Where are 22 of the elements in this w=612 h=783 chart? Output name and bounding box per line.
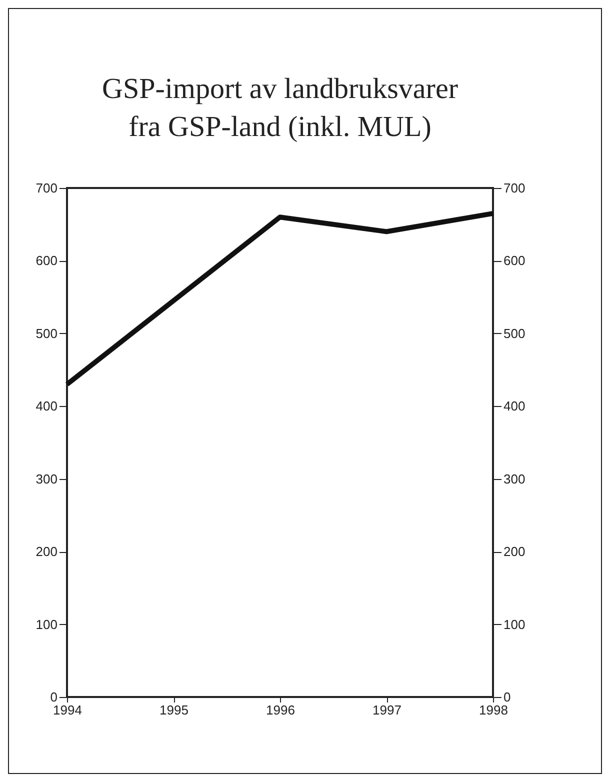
x-tick-label: 1997 bbox=[372, 702, 402, 718]
y-tick-label: 500 bbox=[36, 326, 58, 341]
y-tick-label: 0 bbox=[50, 690, 58, 704]
y2-tick-label: 500 bbox=[504, 326, 526, 341]
y-tick-label: 300 bbox=[36, 471, 58, 486]
y-tick-label: 600 bbox=[36, 253, 58, 268]
y2-tick-label: 300 bbox=[504, 471, 526, 486]
y2-tick-label: 400 bbox=[504, 398, 526, 414]
y-tick-label: 700 bbox=[36, 180, 58, 196]
x-tick-label: 1998 bbox=[479, 702, 508, 718]
x-tick-label: 1994 bbox=[53, 702, 82, 718]
y2-tick-label: 200 bbox=[504, 544, 526, 560]
y-tick-label: 200 bbox=[36, 544, 58, 560]
y2-tick-label: 600 bbox=[504, 253, 526, 268]
y2-tick-label: 0 bbox=[504, 690, 511, 704]
y-tick-label: 100 bbox=[36, 616, 58, 632]
y2-tick-label: 100 bbox=[504, 616, 526, 632]
x-tick-label: 1996 bbox=[266, 702, 295, 718]
y-tick-label: 400 bbox=[36, 398, 58, 414]
y2-tick-label: 700 bbox=[504, 180, 526, 196]
x-tick-label: 1995 bbox=[160, 702, 188, 718]
chart-title: GSP-import av landbruksvarer fra GSP-land (inkl. MUL) bbox=[102, 73, 458, 143]
